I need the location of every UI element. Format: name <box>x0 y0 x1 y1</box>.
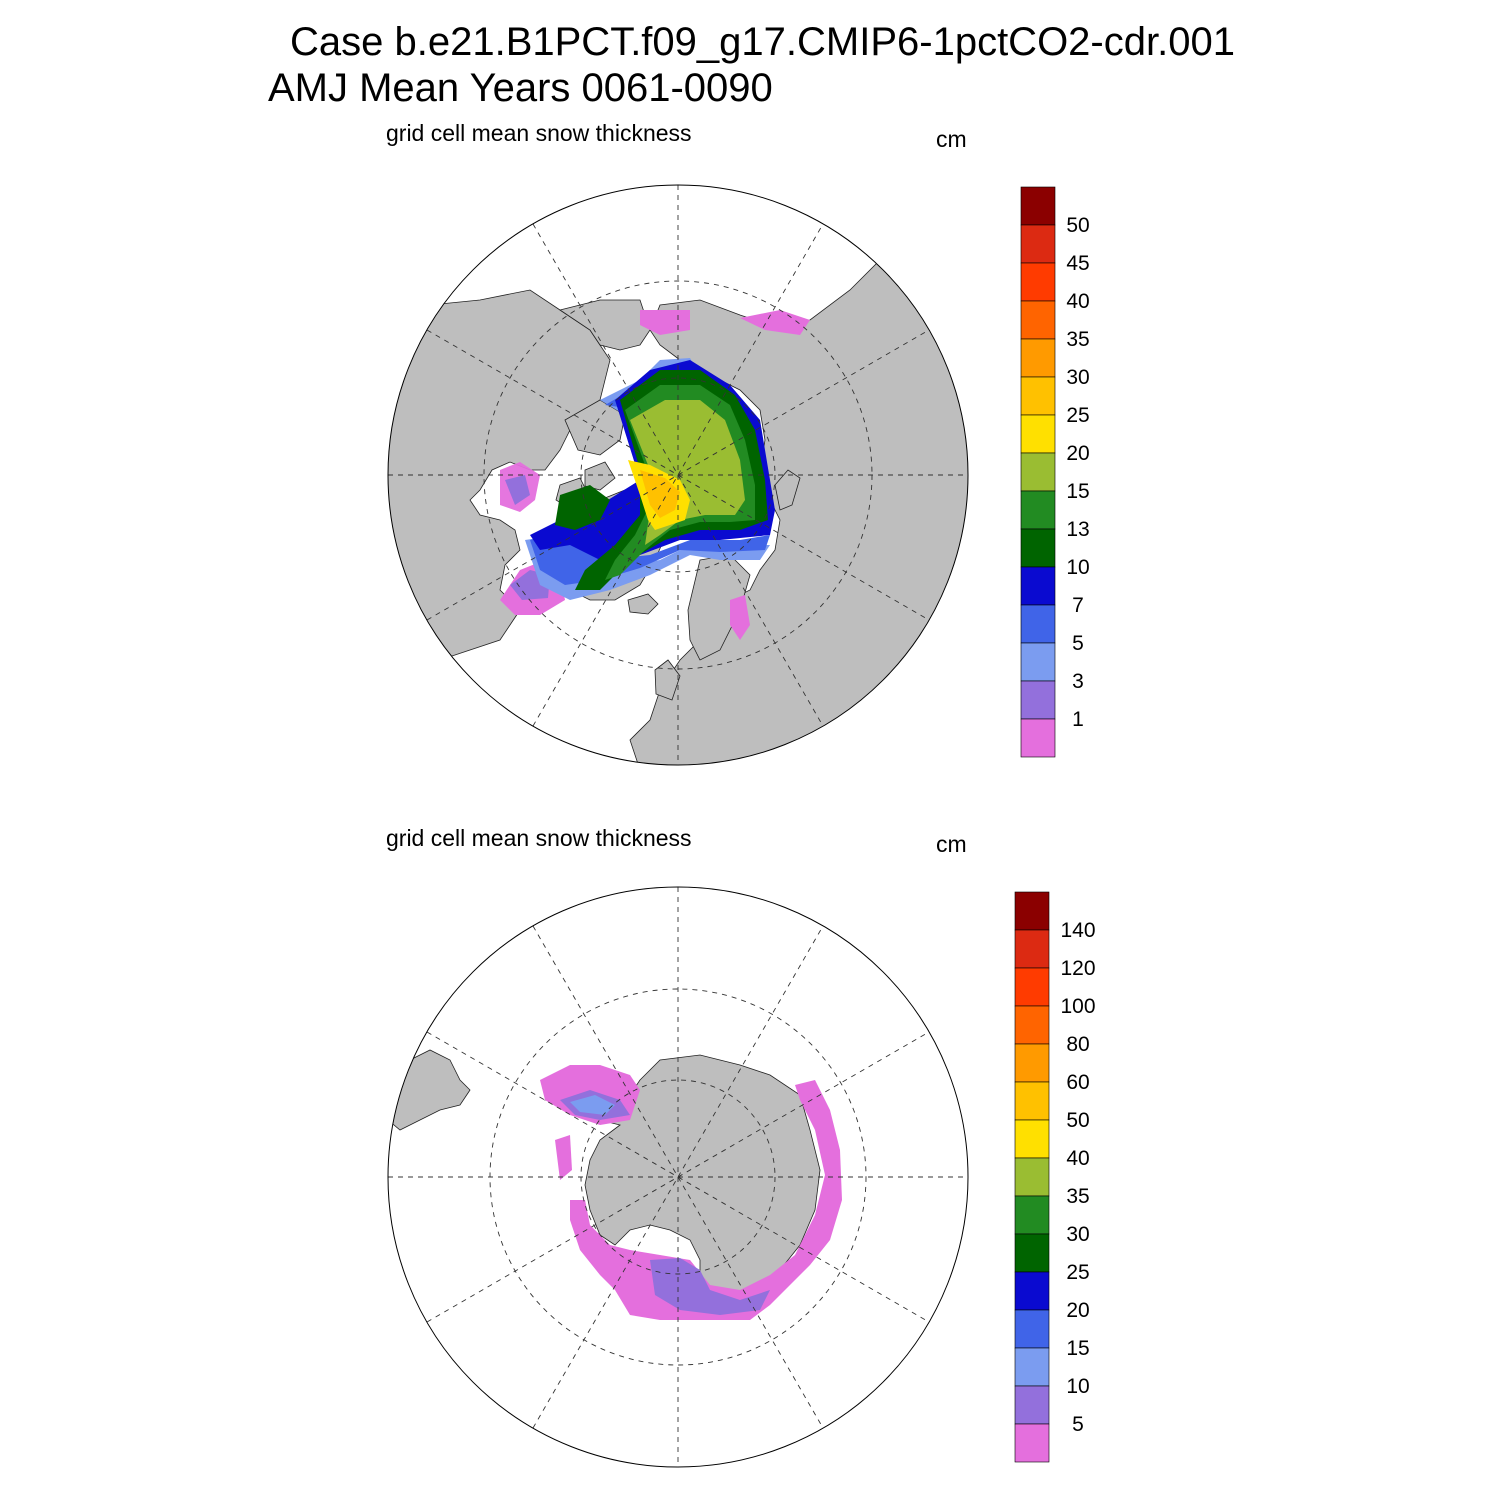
colorbar-swatch <box>1014 1119 1050 1159</box>
colorbar-swatch <box>1014 1195 1050 1235</box>
colorbar-swatch <box>1014 967 1050 1007</box>
colorbar-tick-label: 50 <box>1066 214 1089 237</box>
colorbar-tick-label: 20 <box>1066 442 1089 465</box>
colorbar-tick-label: 140 <box>1060 919 1095 942</box>
south-panel-units: cm <box>936 831 967 857</box>
colorbar-swatch <box>1014 1043 1050 1083</box>
colorbar-swatch <box>1020 452 1056 492</box>
colorbar-swatch <box>1020 566 1056 606</box>
colorbar-tick-label: 10 <box>1066 1375 1089 1398</box>
colorbar-tick-label: 50 <box>1066 1109 1089 1132</box>
colorbar-swatch <box>1020 224 1056 264</box>
colorbar-swatch <box>1020 262 1056 302</box>
south-polar-map <box>387 886 969 1468</box>
colorbar-tick-label: 20 <box>1066 1299 1089 1322</box>
colorbar-swatch <box>1014 1309 1050 1349</box>
colorbar-tick-label: 35 <box>1066 1185 1089 1208</box>
colorbar-swatch <box>1014 1271 1050 1311</box>
north-panel-units: cm <box>936 126 967 152</box>
colorbar-tick-label: 25 <box>1066 404 1089 427</box>
north-graticule <box>388 185 968 765</box>
north-map-border <box>387 184 969 766</box>
colorbar-swatch <box>1014 929 1050 969</box>
colorbar-tick-label: 10 <box>1066 556 1089 579</box>
colorbar-tick-label: 1 <box>1072 708 1084 731</box>
south-panel-subtitle: grid cell mean snow thickness <box>386 825 692 851</box>
colorbar-swatch <box>1020 414 1056 454</box>
north-colorbar: 50 45 40 35 30 25 20 15 13 10 7 5 3 1 <box>1020 186 1090 758</box>
colorbar-tick-label: 40 <box>1066 1147 1089 1170</box>
colorbar-swatch <box>1014 1005 1050 1045</box>
colorbar-tick-label: 7 <box>1072 594 1084 617</box>
colorbar-swatch <box>1020 680 1056 720</box>
colorbar-tick-label: 13 <box>1066 518 1089 541</box>
south-map-border <box>387 886 969 1468</box>
colorbar-swatch <box>1014 1233 1050 1273</box>
colorbar-swatch <box>1020 490 1056 530</box>
colorbar-swatch <box>1014 1385 1050 1425</box>
colorbar-tick-label: 15 <box>1066 480 1089 503</box>
colorbar-swatch <box>1020 604 1056 644</box>
plot-title-line1: Case b.e21.B1PCT.f09_g17.CMIP6-1pctCO2-c… <box>290 20 1235 64</box>
north-land <box>388 259 968 765</box>
colorbar-swatch <box>1020 300 1056 340</box>
south-graticule <box>388 887 968 1467</box>
colorbar-tick-label: 80 <box>1066 1033 1089 1056</box>
colorbar-tick-label: 15 <box>1066 1337 1089 1360</box>
colorbar-tick-label: 60 <box>1066 1071 1089 1094</box>
colorbar-swatch <box>1020 376 1056 416</box>
colorbar-tick-label: 3 <box>1072 670 1084 693</box>
colorbar-tick-label: 45 <box>1066 252 1089 275</box>
colorbar-swatch <box>1014 1081 1050 1121</box>
colorbar-tick-label: 40 <box>1066 290 1089 313</box>
colorbar-swatch <box>1020 186 1056 226</box>
colorbar-tick-label: 30 <box>1066 366 1089 389</box>
north-panel-subtitle: grid cell mean snow thickness <box>386 120 692 146</box>
south-colorbar: 140 120 100 80 60 50 40 35 30 25 20 15 10 5 <box>1014 891 1096 1463</box>
colorbar-tick-label: 5 <box>1072 1413 1084 1436</box>
plot-title-line2: AMJ Mean Years 0061-0090 <box>268 66 773 110</box>
colorbar-tick-label: 25 <box>1066 1261 1089 1284</box>
colorbar-swatch <box>1014 1157 1050 1197</box>
colorbar-swatch <box>1020 642 1056 682</box>
north-polar-map <box>387 184 969 766</box>
colorbar-swatch <box>1014 891 1050 931</box>
colorbar-tick-label: 30 <box>1066 1223 1089 1246</box>
colorbar-swatch <box>1014 1423 1050 1463</box>
colorbar-swatch <box>1020 338 1056 378</box>
colorbar-swatch <box>1014 1347 1050 1387</box>
colorbar-tick-label: 120 <box>1060 957 1095 980</box>
colorbar-tick-label: 5 <box>1072 632 1084 655</box>
colorbar-tick-label: 100 <box>1060 995 1095 1018</box>
colorbar-swatch <box>1020 528 1056 568</box>
colorbar-swatch <box>1020 718 1056 758</box>
colorbar-tick-label: 35 <box>1066 328 1089 351</box>
south-snow-field <box>540 1065 842 1320</box>
